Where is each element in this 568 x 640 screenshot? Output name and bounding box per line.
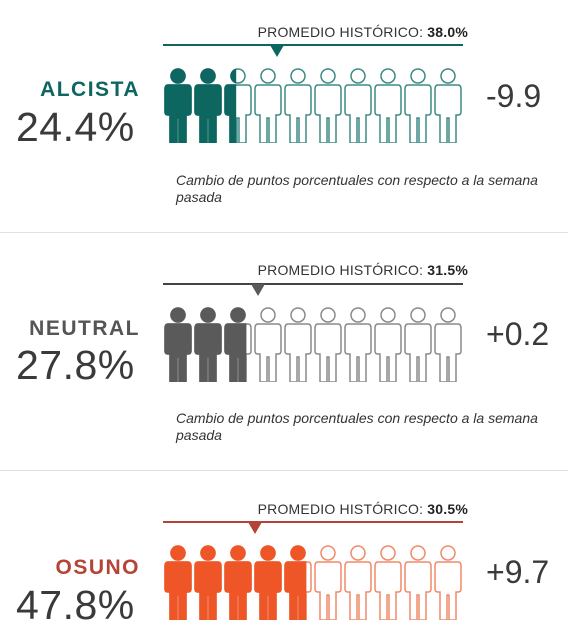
person-icon <box>194 307 222 382</box>
sentiment-name: NEUTRAL <box>29 317 140 340</box>
weekly-change-value: +9.7 <box>486 554 550 590</box>
historical-average-value: 38.0% <box>427 24 468 40</box>
person-icon <box>404 545 432 620</box>
person-icon <box>224 68 252 143</box>
person-icon <box>344 545 372 620</box>
person-icon <box>404 68 432 143</box>
person-icon <box>164 68 192 143</box>
person-icon <box>164 307 192 382</box>
person-icon <box>344 68 372 143</box>
person-icon <box>434 545 462 620</box>
sentiment-name: OSUNO <box>55 556 140 579</box>
historical-average-label: PROMEDIO HISTÓRICO: 38.0% <box>257 24 468 40</box>
historical-average-label: PROMEDIO HISTÓRICO: 31.5% <box>257 262 468 278</box>
person-icon <box>284 68 312 143</box>
person-icon <box>314 545 342 620</box>
historical-average-value: 31.5% <box>427 262 468 278</box>
change-note: Cambio de puntos porcentuales con respec… <box>176 172 538 205</box>
person-icon <box>374 68 402 143</box>
sentiment-section-neutral: PROMEDIO HISTÓRICO: 31.5% NEUTRAL 27.8% … <box>16 262 550 443</box>
person-icon <box>284 307 312 382</box>
person-icon <box>344 307 372 382</box>
change-note: Cambio de puntos porcentuales con respec… <box>176 410 538 443</box>
historical-average-value: 30.5% <box>427 501 468 517</box>
historical-average-marker <box>270 45 284 57</box>
person-icon <box>194 68 222 143</box>
weekly-change-value: +0.2 <box>486 316 550 352</box>
person-icon <box>224 545 252 620</box>
historical-average-label: PROMEDIO HISTÓRICO: 30.5% <box>257 501 468 517</box>
person-icon <box>434 68 462 143</box>
weekly-change-value: -9.9 <box>486 78 542 114</box>
sentiment-percent: 27.8% <box>16 342 135 388</box>
sentiment-percent: 24.4% <box>16 104 135 150</box>
section-divider <box>0 470 568 471</box>
people-icon-row <box>164 307 462 382</box>
person-icon <box>404 307 432 382</box>
person-icon <box>314 307 342 382</box>
people-icon-row <box>164 545 462 620</box>
person-icon <box>314 68 342 143</box>
historical-average-marker <box>247 522 262 534</box>
section-divider <box>0 232 568 233</box>
person-icon <box>374 307 402 382</box>
people-icon-row <box>164 68 462 143</box>
historical-average-marker <box>250 284 265 296</box>
person-icon <box>164 545 192 620</box>
sentiment-name: ALCISTA <box>40 78 140 101</box>
person-icon <box>434 307 462 382</box>
person-icon <box>254 307 282 382</box>
sentiment-percent: 47.8% <box>16 582 135 628</box>
historical-average-line <box>163 521 463 523</box>
historical-average-line <box>163 283 463 285</box>
person-icon <box>284 545 312 620</box>
person-icon <box>374 545 402 620</box>
historical-average-line <box>163 44 463 46</box>
sentiment-section-bullish: PROMEDIO HISTÓRICO: 38.0% ALCISTA 24.4% … <box>0 0 568 232</box>
person-icon <box>224 307 252 382</box>
person-icon <box>254 68 282 143</box>
person-icon <box>254 545 282 620</box>
person-icon <box>194 545 222 620</box>
